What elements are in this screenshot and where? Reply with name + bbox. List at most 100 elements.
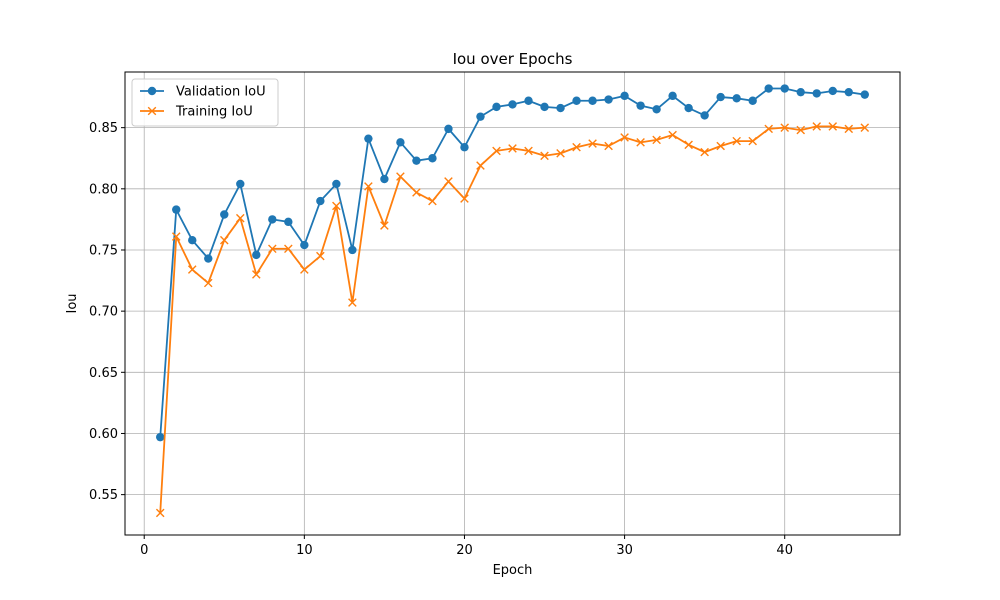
- data-point: [668, 130, 677, 140]
- data-point: [540, 102, 549, 112]
- series-layer: [155, 84, 870, 518]
- data-point: [796, 87, 805, 97]
- data-point: [524, 96, 533, 105]
- data-point: [492, 102, 501, 112]
- data-point: [348, 245, 357, 255]
- data-point: [252, 270, 261, 279]
- data-point: [396, 138, 405, 147]
- data-point: [492, 146, 501, 156]
- y-tick-label: 0.80: [89, 182, 118, 197]
- data-point: [460, 143, 469, 152]
- data-point: [284, 244, 293, 254]
- data-point: [188, 235, 197, 245]
- data-point: [828, 122, 838, 131]
- data-point: [684, 140, 693, 150]
- data-point: [844, 87, 853, 97]
- data-point: [508, 144, 517, 153]
- x-axis-label: Epoch: [493, 563, 533, 578]
- data-point: [460, 194, 469, 203]
- legend-items: Validation IoU Training IoU: [140, 85, 266, 120]
- legend-label: Training IoU: [175, 105, 253, 120]
- data-point: [508, 100, 517, 109]
- data-point: [155, 508, 165, 518]
- data-point: [780, 84, 789, 93]
- data-point: [844, 124, 854, 134]
- data-point: [316, 251, 325, 261]
- y-axis-label: Iou: [65, 293, 80, 313]
- data-point: [524, 146, 533, 156]
- data-point: [444, 124, 453, 134]
- data-point: [396, 172, 405, 181]
- data-point: [604, 141, 613, 151]
- data-point: [828, 86, 837, 96]
- legend: Validation IoU Training IoU: [131, 78, 279, 127]
- data-point: [428, 154, 437, 163]
- data-point: [348, 298, 357, 307]
- legend-box: [131, 78, 279, 127]
- series-0: [156, 84, 869, 442]
- data-point: [796, 125, 806, 135]
- series-1: [155, 122, 870, 518]
- data-point: [540, 151, 549, 161]
- data-point: [235, 213, 245, 223]
- data-point: [668, 91, 677, 101]
- data-point: [204, 254, 213, 263]
- data-point: [284, 217, 293, 227]
- data-point: [588, 96, 597, 105]
- data-point: [636, 101, 645, 110]
- data-point: [364, 182, 373, 191]
- data-point: [732, 94, 741, 103]
- data-point: [219, 235, 229, 245]
- data-point: [332, 201, 341, 211]
- data-point: [588, 139, 597, 148]
- data-point: [444, 177, 453, 186]
- legend-marker: [147, 106, 157, 116]
- plot-frame: [124, 71, 901, 536]
- data-point: [780, 123, 790, 132]
- y-tick-label: 0.60: [89, 427, 118, 442]
- data-point: [332, 179, 341, 189]
- data-point: [652, 105, 661, 114]
- y-tick-label: 0.65: [89, 366, 118, 381]
- data-point: [268, 244, 277, 254]
- data-point: [252, 250, 261, 260]
- legend-label: Validation IoU: [176, 85, 266, 100]
- data-point: [812, 122, 822, 131]
- y-tick-label: 0.55: [89, 488, 118, 503]
- data-point: [316, 196, 325, 206]
- legend-marker: [147, 86, 157, 96]
- x-tick-label: 30: [616, 543, 633, 558]
- data-point: [220, 210, 229, 219]
- data-point: [556, 103, 565, 113]
- data-point: [764, 84, 773, 93]
- data-point: [620, 91, 629, 101]
- x-tick-label: 20: [456, 543, 473, 558]
- data-point: [156, 432, 165, 442]
- data-point: [812, 89, 821, 98]
- x-tick-label: 0: [140, 543, 148, 558]
- data-point: [380, 174, 389, 184]
- data-point: [300, 240, 309, 250]
- data-point: [764, 124, 773, 134]
- data-point: [187, 265, 197, 274]
- data-point: [236, 179, 245, 189]
- data-point: [572, 142, 581, 152]
- data-point: [748, 96, 757, 105]
- data-point: [572, 96, 581, 105]
- data-point: [364, 134, 373, 143]
- y-tick-label: 0.75: [89, 243, 118, 258]
- data-point: [172, 205, 181, 214]
- y-tick-label: 0.85: [89, 121, 118, 136]
- data-point: [476, 112, 485, 121]
- data-point: [636, 138, 645, 147]
- data-point: [604, 95, 613, 104]
- x-tick-label: 40: [776, 543, 793, 558]
- data-point: [300, 265, 309, 274]
- y-tick-label: 0.70: [89, 305, 118, 320]
- data-point: [860, 123, 870, 132]
- data-point: [171, 232, 181, 241]
- data-point: [860, 90, 869, 99]
- data-point: [748, 136, 757, 146]
- data-point: [412, 188, 421, 197]
